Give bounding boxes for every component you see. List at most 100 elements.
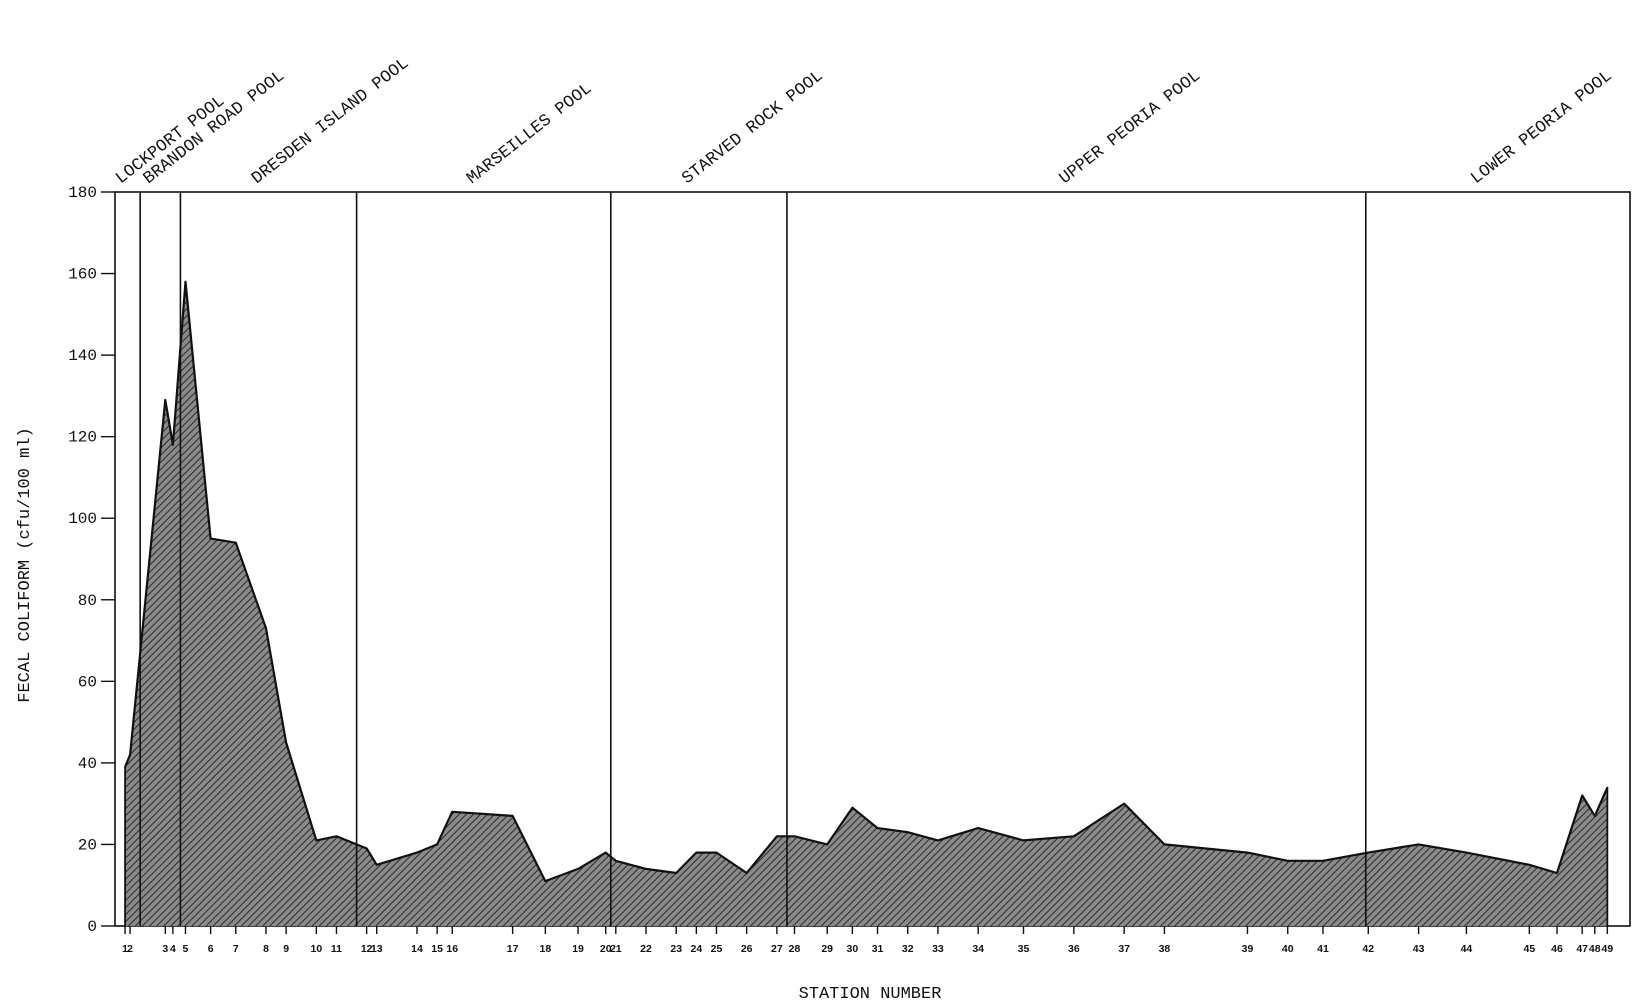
x-tick-label-station-1: 1 bbox=[122, 943, 128, 955]
data-point-station-19 bbox=[577, 868, 579, 870]
x-tick-label-station-26: 26 bbox=[741, 943, 753, 955]
x-tick-label-station-31: 31 bbox=[872, 943, 884, 955]
y-axis-title: FECAL COLIFORM (cfu/100 ml) bbox=[16, 427, 35, 702]
data-point-station-12 bbox=[365, 847, 368, 850]
data-point-station-28 bbox=[793, 835, 796, 838]
y-tick-label-60: 60 bbox=[78, 673, 97, 691]
x-tick-label-station-38: 38 bbox=[1159, 943, 1171, 955]
pool-label: MARSEILLES POOL bbox=[464, 80, 596, 189]
data-point-station-48 bbox=[1594, 815, 1596, 817]
x-tick-label-station-33: 33 bbox=[932, 943, 944, 955]
data-point-station-30 bbox=[851, 806, 854, 809]
data-point-station-2 bbox=[129, 753, 131, 756]
x-tick-label-station-40: 40 bbox=[1282, 943, 1294, 955]
x-tick-label-station-16: 16 bbox=[446, 943, 458, 955]
x-tick-label-station-41: 41 bbox=[1317, 943, 1329, 955]
x-tick-label-station-42: 42 bbox=[1362, 943, 1374, 955]
data-point-station-38 bbox=[1163, 843, 1166, 846]
data-point-station-35 bbox=[1022, 839, 1025, 842]
data-point-station-5 bbox=[184, 280, 187, 283]
x-tick-label-station-35: 35 bbox=[1018, 943, 1030, 955]
y-tick-label-120: 120 bbox=[68, 429, 97, 447]
data-point-station-11 bbox=[335, 835, 338, 838]
data-point-station-3 bbox=[164, 399, 167, 401]
x-tick-label-station-7: 7 bbox=[233, 943, 239, 955]
data-point-station-17 bbox=[511, 815, 514, 817]
x-tick-label-station-13: 13 bbox=[371, 943, 383, 955]
pool-label: LOWER PEORIA POOL bbox=[1468, 67, 1616, 189]
data-point-station-13 bbox=[375, 864, 378, 866]
x-tick-label-station-20: 20 bbox=[600, 943, 612, 955]
data-point-station-49 bbox=[1606, 786, 1609, 789]
x-tick-label-station-37: 37 bbox=[1118, 943, 1130, 955]
x-tick-label-station-3: 3 bbox=[162, 943, 168, 955]
y-axis: 0 20 40 60 80 100 120 140 160 180 bbox=[68, 184, 115, 936]
fecal-coliform-area bbox=[125, 281, 1608, 926]
x-tick-label-station-27: 27 bbox=[771, 943, 783, 955]
pool-label: UPPER PEORIA POOL bbox=[1056, 67, 1204, 189]
y-tick-label-160: 160 bbox=[68, 266, 97, 284]
data-point-station-32 bbox=[906, 831, 909, 833]
fecal-coliform-line bbox=[124, 280, 1609, 883]
data-point-station-21 bbox=[615, 860, 617, 862]
x-tick-label-station-29: 29 bbox=[821, 943, 833, 955]
data-point-station-39 bbox=[1246, 851, 1249, 854]
y-tick-label-180: 180 bbox=[68, 184, 97, 202]
x-tick-label-station-9: 9 bbox=[283, 943, 289, 955]
y-tick-label-40: 40 bbox=[78, 755, 97, 773]
pool-label: STARVED ROCK POOL bbox=[679, 67, 827, 189]
x-tick-label-station-10: 10 bbox=[310, 943, 322, 955]
data-point-station-26 bbox=[745, 872, 748, 874]
data-point-station-10 bbox=[315, 839, 318, 842]
data-point-station-18 bbox=[544, 880, 547, 882]
x-tick-label-station-14: 14 bbox=[411, 943, 423, 955]
data-point-station-44 bbox=[1465, 851, 1468, 854]
data-point-station-46 bbox=[1556, 872, 1558, 874]
data-point-station-15 bbox=[436, 843, 438, 846]
y-tick-label-140: 140 bbox=[68, 347, 97, 365]
x-tick-label-station-5: 5 bbox=[183, 943, 189, 955]
data-point-station-29 bbox=[826, 843, 828, 846]
y-tick-label-100: 100 bbox=[68, 510, 97, 528]
data-point-station-25 bbox=[715, 851, 718, 854]
data-point-station-22 bbox=[645, 868, 647, 870]
x-tick-label-station-30: 30 bbox=[847, 943, 859, 955]
x-tick-label-station-12: 12 bbox=[361, 943, 373, 955]
x-tick-label-station-48: 48 bbox=[1589, 943, 1601, 955]
data-point-station-27 bbox=[776, 835, 778, 838]
data-point-station-34 bbox=[977, 827, 979, 829]
x-tick-label-station-21: 21 bbox=[610, 943, 622, 955]
x-tick-label-station-17: 17 bbox=[507, 943, 519, 955]
x-tick-label-station-46: 46 bbox=[1551, 943, 1563, 955]
x-tick-label-station-11: 11 bbox=[331, 943, 342, 955]
x-tick-label-station-36: 36 bbox=[1068, 943, 1080, 955]
x-tick-label-station-24: 24 bbox=[690, 943, 702, 955]
x-tick-label-station-23: 23 bbox=[670, 943, 682, 955]
data-point-station-23 bbox=[675, 872, 677, 874]
data-point-station-4 bbox=[172, 444, 174, 446]
data-point-station-7 bbox=[235, 541, 237, 544]
data-point-station-41 bbox=[1322, 860, 1324, 862]
x-axis-title: STATION NUMBER bbox=[799, 985, 942, 1004]
x-tick-label-station-45: 45 bbox=[1523, 943, 1535, 955]
x-tick-label-station-22: 22 bbox=[640, 943, 652, 955]
x-tick-label-station-2: 2 bbox=[127, 943, 133, 955]
data-point-station-20 bbox=[604, 851, 607, 854]
data-point-station-37 bbox=[1123, 802, 1125, 805]
y-tick-label-20: 20 bbox=[78, 836, 97, 854]
data-point-station-31 bbox=[876, 827, 879, 829]
data-point-station-42 bbox=[1367, 851, 1370, 854]
data-point-station-9 bbox=[285, 741, 287, 744]
x-tick-label-station-44: 44 bbox=[1461, 943, 1473, 955]
x-tick-label-station-28: 28 bbox=[789, 943, 801, 955]
x-tick-label-station-47: 47 bbox=[1576, 943, 1588, 955]
data-point-station-14 bbox=[416, 851, 418, 854]
x-tick-label-station-18: 18 bbox=[539, 943, 551, 955]
plot-border bbox=[114, 191, 1631, 927]
pool-dividers bbox=[139, 192, 1367, 926]
data-point-station-24 bbox=[695, 851, 698, 854]
data-point-station-36 bbox=[1073, 835, 1075, 838]
